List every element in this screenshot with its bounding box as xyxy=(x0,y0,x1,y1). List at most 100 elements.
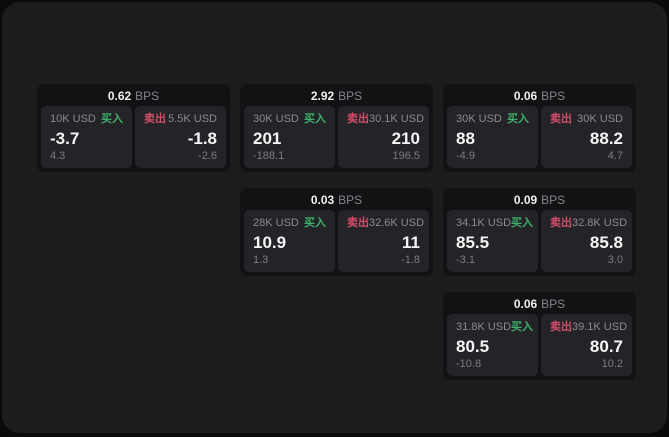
buy-side-label: 买入 xyxy=(511,321,534,333)
bps-unit-label: BPS xyxy=(541,296,566,311)
quote-card: 0.62 BPS 10K USD 买入 -3.7 4.3 卖出 5.5K USD… xyxy=(37,84,230,172)
buy-amount: 10K USD xyxy=(50,113,96,125)
bps-value: 0.09 xyxy=(513,192,538,207)
bps-value: 0.06 xyxy=(513,296,538,311)
sell-amount: 30.1K USD xyxy=(369,113,425,125)
sell-panel-top: 卖出 32.6K USD xyxy=(347,217,424,229)
bps-value: 0.62 xyxy=(107,88,132,103)
card-header: 0.06 BPS xyxy=(443,84,636,106)
buy-price: 201 xyxy=(253,128,282,148)
sell-side-label: 卖出 xyxy=(550,217,572,229)
buy-panel[interactable]: 30K USD 买入 88 -4.9 xyxy=(447,106,538,168)
bps-unit-label: BPS xyxy=(541,192,566,207)
buy-price: 10.9 xyxy=(253,232,287,252)
sell-panel[interactable]: 卖出 30.1K USD 210 196.5 xyxy=(338,106,429,168)
sell-amount: 5.5K USD xyxy=(168,113,217,125)
quote-card: 0.06 BPS 30K USD 买入 88 -4.9 卖出 30K USD 8… xyxy=(443,84,636,172)
buy-panel[interactable]: 31.8K USD 买入 80.5 -10.8 xyxy=(447,314,538,376)
buy-panel-top: 10K USD 买入 xyxy=(50,114,123,125)
cards-grid: 0.62 BPS 10K USD 买入 -3.7 4.3 卖出 5.5K USD… xyxy=(37,84,636,380)
sell-price: -1.8 xyxy=(187,128,217,148)
sell-panel-top: 卖出 30.1K USD xyxy=(347,113,424,125)
quote-panels: 28K USD 买入 10.9 1.3 卖出 32.6K USD 11 -1.8 xyxy=(240,210,433,276)
buy-panel-top: 28K USD 买入 xyxy=(253,218,326,229)
card-header: 0.62 BPS xyxy=(37,84,230,106)
buy-price: 88 xyxy=(456,128,475,148)
sell-panel[interactable]: 卖出 32.6K USD 11 -1.8 xyxy=(338,210,429,272)
card-header: 2.92 BPS xyxy=(240,84,433,106)
sell-panel[interactable]: 卖出 39.1K USD 80.7 10.2 xyxy=(541,314,632,376)
quote-panels: 30K USD 买入 201 -188.1 卖出 30.1K USD 210 1… xyxy=(240,106,433,172)
sell-change: 3.0 xyxy=(607,254,623,266)
buy-panel[interactable]: 10K USD 买入 -3.7 4.3 xyxy=(41,106,132,168)
buy-change: -4.9 xyxy=(456,150,475,162)
sell-panel-top: 卖出 39.1K USD xyxy=(550,321,627,333)
buy-change: -10.8 xyxy=(456,358,482,370)
quote-card: 0.09 BPS 34.1K USD 买入 85.5 -3.1 卖出 32.8K… xyxy=(443,188,636,276)
bps-value: 0.03 xyxy=(310,192,335,207)
buy-panel-top: 34.1K USD 买入 xyxy=(456,217,533,229)
buy-side-label: 买入 xyxy=(511,217,534,229)
buy-change: -188.1 xyxy=(253,150,285,162)
quote-panels: 10K USD 买入 -3.7 4.3 卖出 5.5K USD -1.8 -2.… xyxy=(37,106,230,172)
quote-card: 2.92 BPS 30K USD 买入 201 -188.1 卖出 30.1K … xyxy=(240,84,433,172)
quote-panels: 30K USD 买入 88 -4.9 卖出 30K USD 88.2 4.7 xyxy=(443,106,636,172)
buy-side-label: 买入 xyxy=(304,217,326,229)
card-header: 0.09 BPS xyxy=(443,188,636,210)
sell-side-label: 卖出 xyxy=(347,217,369,229)
card-header: 0.03 BPS xyxy=(240,188,433,210)
buy-side-label: 买入 xyxy=(507,113,529,125)
sell-price: 88.2 xyxy=(589,128,623,148)
sell-change: 196.5 xyxy=(392,150,420,162)
buy-panel-top: 31.8K USD 买入 xyxy=(456,321,533,333)
sell-price: 210 xyxy=(391,128,420,148)
card-header: 0.06 BPS xyxy=(443,292,636,314)
buy-change: -3.1 xyxy=(456,254,475,266)
sell-change: 10.2 xyxy=(601,358,623,370)
sell-change: -1.8 xyxy=(401,254,420,266)
sell-change: 4.7 xyxy=(607,150,623,162)
buy-amount: 34.1K USD xyxy=(456,217,512,229)
bps-value: 0.06 xyxy=(513,88,538,103)
buy-amount: 30K USD xyxy=(253,113,299,125)
bps-unit-label: BPS xyxy=(541,88,566,103)
quote-card: 0.06 BPS 31.8K USD 买入 80.5 -10.8 卖出 39.1… xyxy=(443,292,636,380)
sell-panel[interactable]: 卖出 30K USD 88.2 4.7 xyxy=(541,106,632,168)
sell-side-label: 卖出 xyxy=(347,113,369,125)
buy-amount: 30K USD xyxy=(456,113,502,125)
bps-unit-label: BPS xyxy=(135,88,160,103)
sell-side-label: 卖出 xyxy=(550,321,572,333)
sell-panel-top: 卖出 5.5K USD xyxy=(144,114,217,125)
sell-change: -2.6 xyxy=(198,150,217,162)
sell-side-label: 卖出 xyxy=(550,113,572,125)
sell-panel[interactable]: 卖出 5.5K USD -1.8 -2.6 xyxy=(135,106,226,168)
buy-panel[interactable]: 30K USD 买入 201 -188.1 xyxy=(244,106,335,168)
sell-panel[interactable]: 卖出 32.8K USD 85.8 3.0 xyxy=(541,210,632,272)
quote-panels: 34.1K USD 买入 85.5 -3.1 卖出 32.8K USD 85.8… xyxy=(443,210,636,276)
buy-amount: 31.8K USD xyxy=(456,321,512,333)
sell-amount: 32.8K USD xyxy=(572,217,628,229)
buy-change: 4.3 xyxy=(50,150,66,162)
buy-panel-top: 30K USD 买入 xyxy=(456,114,529,125)
buy-panel[interactable]: 28K USD 买入 10.9 1.3 xyxy=(244,210,335,272)
quote-panels: 31.8K USD 买入 80.5 -10.8 卖出 39.1K USD 80.… xyxy=(443,314,636,380)
sell-amount: 32.6K USD xyxy=(369,217,425,229)
buy-price: -3.7 xyxy=(50,128,80,148)
buy-side-label: 买入 xyxy=(101,113,123,125)
buy-price: 85.5 xyxy=(456,232,490,252)
sell-side-label: 卖出 xyxy=(144,113,166,125)
buy-amount: 28K USD xyxy=(253,217,299,229)
sell-price: 11 xyxy=(402,232,420,252)
sell-price: 85.8 xyxy=(589,232,623,252)
buy-price: 80.5 xyxy=(456,336,490,356)
quote-card: 0.03 BPS 28K USD 买入 10.9 1.3 卖出 32.6K US… xyxy=(240,188,433,276)
sell-price: 80.7 xyxy=(589,336,623,356)
buy-panel-top: 30K USD 买入 xyxy=(253,114,326,125)
sell-panel-top: 卖出 30K USD xyxy=(550,114,623,125)
bps-unit-label: BPS xyxy=(338,192,363,207)
sell-amount: 30K USD xyxy=(577,113,623,125)
buy-panel[interactable]: 34.1K USD 买入 85.5 -3.1 xyxy=(447,210,538,272)
sell-amount: 39.1K USD xyxy=(572,321,628,333)
sell-panel-top: 卖出 32.8K USD xyxy=(550,217,627,229)
